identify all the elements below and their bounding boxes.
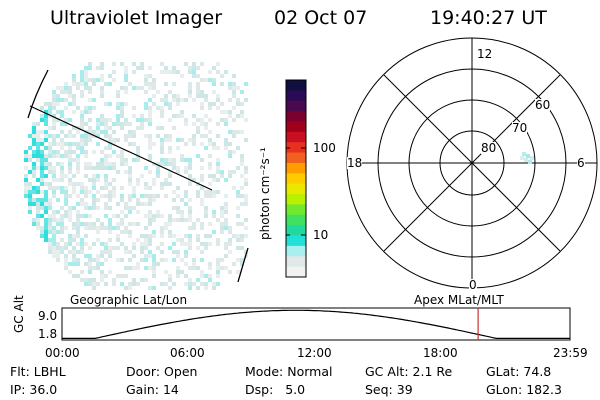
seq-info: Seq: 39: [365, 382, 413, 397]
colorbar-cell: [286, 225, 306, 237]
xtick-1200: 12:00: [297, 346, 332, 360]
colorbar-cell: [286, 266, 306, 278]
colorbar-cell: [286, 142, 306, 154]
door-info: Door: Open: [126, 364, 198, 379]
colorbar-cell: [286, 111, 306, 123]
ytick-9: 9.0: [38, 309, 58, 323]
date-label: 02 Oct 07: [274, 7, 368, 29]
geographic-latlon-label: Geographic Lat/Lon: [70, 293, 188, 307]
coastline-arc-top: [27, 69, 49, 119]
xtick-0600: 06:00: [170, 346, 205, 360]
polar-auroral-spot: [520, 152, 534, 164]
terminator-line: [29, 105, 213, 191]
colorbar-cell: [286, 90, 306, 102]
colorbar-cell: [286, 214, 306, 226]
colorbar-cell: [286, 152, 306, 164]
mlt-label-6: 6: [577, 156, 585, 170]
glat-info: GLat: 74.8: [486, 364, 552, 379]
time-label: 19:40:27 UT: [430, 7, 547, 29]
colorbar-cell: [286, 256, 306, 268]
gain-info: Gain: 14: [126, 382, 179, 397]
colorbar-cell: [286, 183, 306, 195]
colorbar-tick-label-100: 100: [313, 141, 336, 155]
mlt-label-18: 18: [347, 156, 363, 170]
dsp-info: Dsp: 5.0: [245, 382, 306, 397]
xtick-0000: 00:00: [45, 346, 80, 360]
polar-diagonal-2: [383, 74, 561, 252]
altitude-curve: [62, 309, 570, 339]
colorbar-cell: [286, 121, 306, 133]
altitude-plot-frame: [61, 307, 571, 341]
colorbar-tick-label-10: 10: [313, 228, 329, 242]
geo-auroral-image: [24, 62, 248, 290]
mode-info: Mode: Normal: [245, 364, 333, 379]
xtick-2359: 23:59: [553, 346, 588, 360]
colorbar-cell: [286, 162, 306, 174]
colorbar-cell: [286, 245, 306, 257]
colorbar-cell: [286, 100, 306, 112]
colorbar-cell: [286, 235, 306, 247]
lat-label-80: 80: [481, 141, 497, 155]
flt-info: Flt: LBHL: [10, 364, 66, 379]
ytick-1.8: 1.8: [38, 327, 58, 341]
colorbar-cell: [286, 173, 306, 185]
altitude-ylabel: GC Alt: [12, 295, 26, 333]
apex-mlat-mlt-label: Apex MLat/MLT: [414, 293, 504, 307]
colorbar-cell: [286, 80, 306, 91]
colorbar-cell: [286, 194, 306, 206]
instrument-title: Ultraviolet Imager: [50, 7, 223, 29]
colorbar-cell: [286, 131, 306, 143]
lat-label-60: 60: [535, 98, 551, 112]
xtick-1800: 18:00: [423, 346, 458, 360]
mlt-label-0: 0: [469, 278, 477, 292]
gcalt-info: GC Alt: 2.1 Re: [365, 364, 453, 379]
lat-label-70: 70: [512, 121, 528, 135]
coastline-arc-bottom: [237, 247, 249, 283]
colorbar-scale: [286, 80, 306, 278]
mlt-label-12: 12: [477, 47, 493, 61]
glon-info: GLon: 182.3: [486, 382, 562, 397]
ip-info: IP: 36.0: [10, 382, 58, 397]
colorbar-cell: [286, 204, 306, 216]
